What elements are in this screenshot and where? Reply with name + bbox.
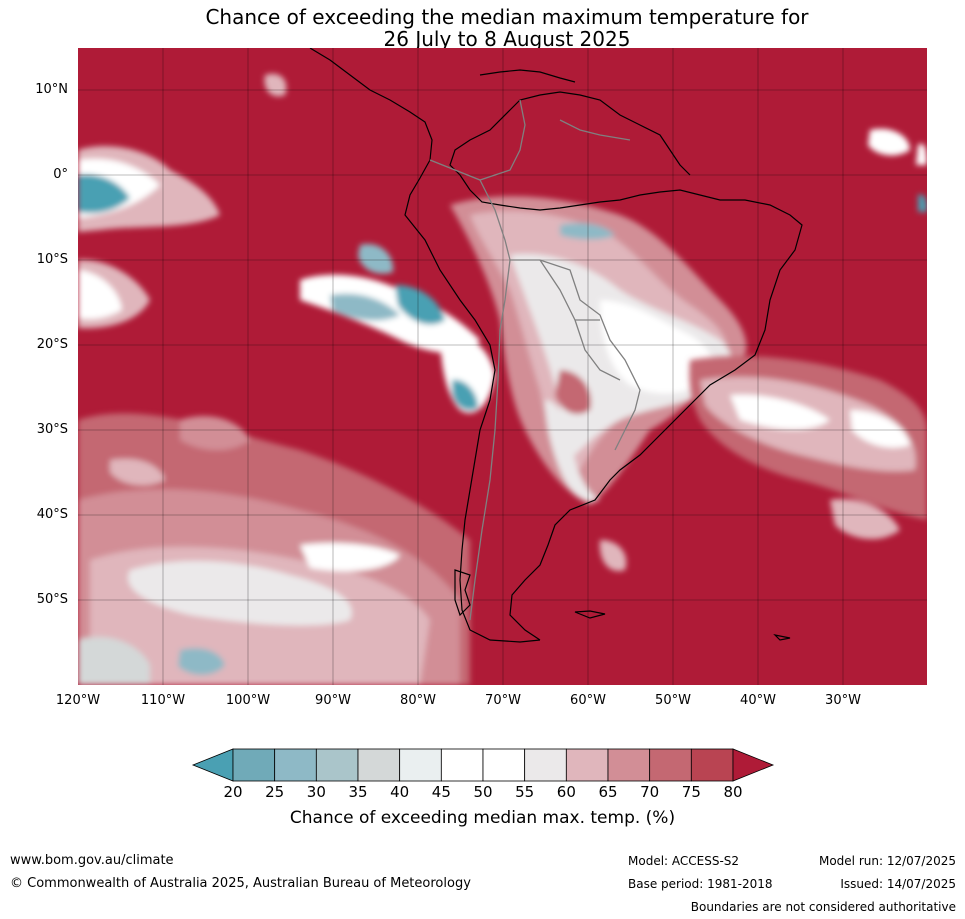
lon-label-100w: 100°W: [225, 693, 271, 708]
colorbar-tick-label: 35: [348, 783, 368, 801]
lat-label-20s: 20°S: [36, 337, 68, 352]
colorbar-tick-label: 40: [390, 783, 410, 801]
lat-label-30s: 30°S: [36, 422, 68, 437]
colorbar-extend-low: [191, 748, 234, 782]
equatorial-pacific-anomaly: [78, 73, 495, 414]
colorbar-extend-high: [732, 748, 775, 782]
map-title-line-2: 26 July to 8 August 2025: [383, 27, 631, 51]
lat-label-10n: 10°N: [35, 82, 68, 97]
colorbar-segment: [357, 748, 401, 782]
lat-label-50s: 50°S: [36, 592, 68, 607]
lon-label-80w: 80°W: [400, 693, 436, 708]
colorbar-tick-label: 50: [473, 783, 493, 801]
colorbar-tick-label: 80: [723, 783, 743, 801]
colorbar-tick-label: 30: [306, 783, 326, 801]
website-link[interactable]: www.bom.gov.au/climate: [10, 853, 174, 868]
lat-label-10s: 10°S: [36, 252, 68, 267]
colorbar-segments: [191, 748, 775, 782]
colorbar: [191, 748, 775, 782]
colorbar-segment: [232, 748, 276, 782]
colorbar-tick-label: 55: [515, 783, 535, 801]
lon-label-50w: 50°W: [655, 693, 691, 708]
colorbar-segment: [690, 748, 734, 782]
colorbar-segment: [315, 748, 359, 782]
colorbar-tick-label: 65: [598, 783, 618, 801]
colorbar-segment: [274, 748, 317, 782]
colorbar-tick-label: 75: [681, 783, 701, 801]
colorbar-label: Chance of exceeding median max. temp. (%…: [289, 808, 676, 828]
country-borders: [429, 99, 641, 621]
model-run-text: Model run: 12/07/2025: [818, 854, 956, 868]
copyright-text: © Commonwealth of Australia 2025, Austra…: [10, 876, 471, 891]
colorbar-tick-label: 25: [265, 783, 285, 801]
lat-label-0: 0°: [53, 167, 68, 182]
colorbar-tick-label: 60: [556, 783, 576, 801]
colorbar-segment: [440, 748, 484, 782]
colorbar-tick-label: 70: [640, 783, 660, 801]
issued-text: Issued: 14/07/2025: [840, 877, 956, 891]
lon-label-120w: 120°W: [55, 693, 101, 708]
map-title-line-1: Chance of exceeding the median maximum t…: [205, 5, 809, 29]
lon-label-60w: 60°W: [570, 693, 606, 708]
colorbar-segment: [649, 748, 692, 782]
lon-label-40w: 40°W: [740, 693, 776, 708]
base-period-text: Base period: 1981-2018: [628, 877, 773, 891]
disclaimer-text: Boundaries are not considered authoritat…: [690, 900, 956, 914]
colorbar-segment: [565, 748, 609, 782]
forecast-map: [78, 48, 927, 685]
lon-label-30w: 30°W: [825, 693, 861, 708]
colorbar-tick-label: 45: [431, 783, 451, 801]
lon-label-90w: 90°W: [315, 693, 351, 708]
lon-label-110w: 110°W: [140, 693, 186, 708]
coastlines: [309, 48, 803, 643]
model-text: Model: ACCESS-S2: [628, 854, 740, 868]
colorbar-segment: [607, 748, 651, 782]
colorbar-tick-label: 20: [223, 783, 243, 801]
lon-label-70w: 70°W: [485, 693, 521, 708]
south-atlantic-anomaly: [599, 128, 927, 572]
colorbar-segment: [482, 748, 526, 782]
map-field: [78, 48, 927, 685]
lat-label-40s: 40°S: [36, 507, 68, 522]
south-pacific-anomaly: [78, 413, 470, 685]
colorbar-segment: [524, 748, 567, 782]
colorbar-segment: [399, 748, 442, 782]
